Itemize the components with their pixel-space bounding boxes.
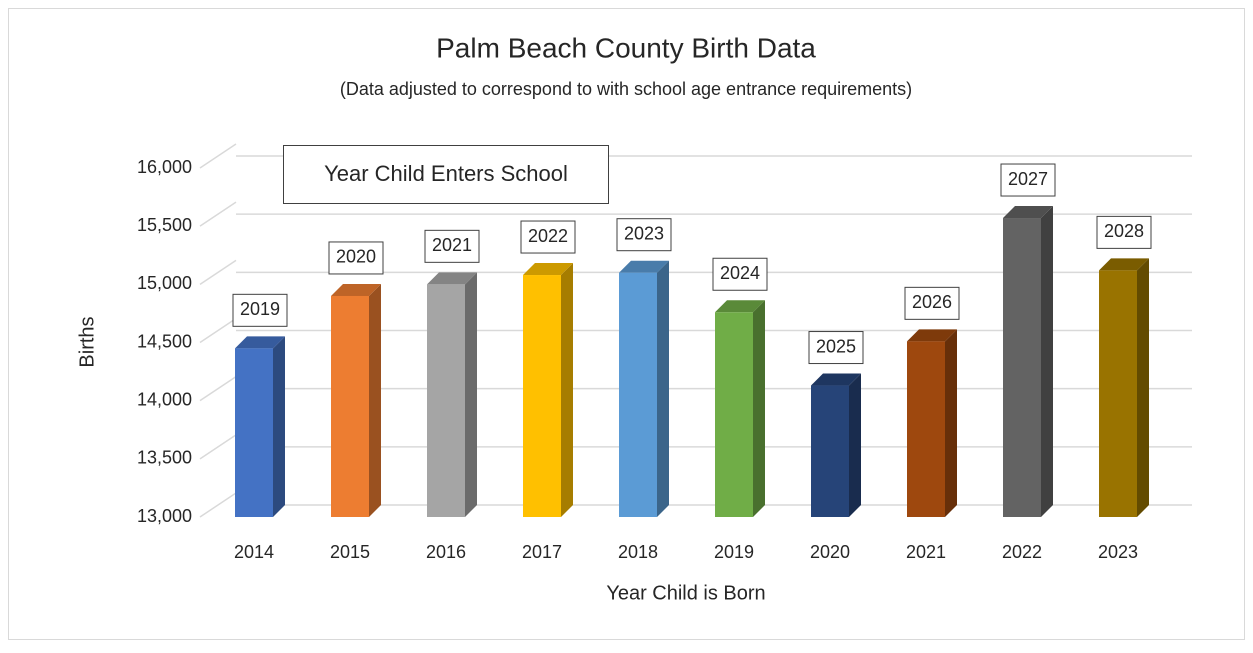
x-tick-label: 2023 (1098, 542, 1138, 562)
y-axis-label: Births (76, 316, 98, 367)
x-tick-label: 2021 (906, 542, 946, 562)
grid-line (199, 434, 237, 460)
y-tick-label: 14,500 (137, 331, 192, 351)
x-tick-label: 2016 (426, 542, 466, 562)
y-tick-label: 15,500 (137, 215, 192, 235)
data-label-box (712, 257, 768, 291)
bar-top (523, 263, 573, 276)
bar-side (561, 263, 573, 517)
data-label: 2027 (1008, 169, 1048, 189)
bar (715, 312, 753, 517)
data-label-box (520, 220, 576, 254)
data-label-box (616, 218, 672, 252)
bar-side (657, 260, 669, 517)
bar-top (619, 260, 669, 273)
data-label-box (232, 293, 288, 327)
data-label-box (904, 286, 960, 320)
data-label: 2028 (1104, 221, 1144, 241)
grid-line (199, 492, 237, 518)
bar (523, 275, 561, 517)
x-tick-label: 2022 (1002, 542, 1042, 562)
data-label: 2024 (720, 263, 760, 283)
bar-top (235, 336, 285, 349)
grid-line (199, 143, 237, 169)
x-tick-label: 2017 (522, 542, 562, 562)
bar (427, 284, 465, 517)
bar-side (465, 272, 477, 517)
y-tick-label: 13,000 (137, 506, 192, 526)
grid-line (199, 317, 237, 344)
data-label: 2023 (624, 223, 664, 243)
chart-title: Palm Beach County Birth Data (436, 32, 816, 63)
data-label: 2025 (816, 336, 856, 356)
x-tick-label: 2015 (330, 542, 370, 562)
bar (235, 348, 273, 517)
bar-side (849, 373, 861, 517)
bar-side (273, 336, 285, 517)
data-label: 2022 (528, 226, 568, 246)
legend-box (283, 145, 609, 204)
y-tick-label: 14,000 (137, 389, 192, 409)
data-label: 2020 (336, 247, 376, 267)
y-tick-label: 15,000 (137, 273, 192, 293)
bar (1099, 270, 1137, 517)
data-label: 2021 (432, 235, 472, 255)
data-label: 2026 (912, 292, 952, 312)
bar-top (715, 300, 765, 313)
y-tick-label: 13,500 (137, 448, 192, 468)
bar-top (427, 272, 477, 285)
bar-top (907, 329, 957, 342)
bar-top (811, 373, 861, 386)
bar-top (1099, 258, 1149, 271)
data-label-box (424, 229, 480, 263)
bar (811, 385, 849, 517)
chart-subtitle: (Data adjusted to correspond to with sch… (340, 79, 912, 99)
x-tick-label: 2014 (234, 542, 274, 562)
bar (1003, 218, 1041, 518)
bar-top (1003, 206, 1053, 219)
y-tick-label: 16,000 (137, 157, 192, 177)
bar (331, 295, 369, 517)
x-axis-label: Year Child is Born (606, 582, 765, 604)
x-tick-label: 2019 (714, 542, 754, 562)
data-label-box (328, 241, 384, 275)
bar-side (753, 300, 765, 517)
bar-top (331, 283, 381, 296)
bar (619, 272, 657, 517)
bar-side (945, 329, 957, 517)
data-label: 2019 (240, 299, 280, 319)
grid-line (199, 376, 237, 402)
bar-side (1041, 206, 1053, 518)
annotation: Year Child Enters School (324, 161, 568, 186)
bar-side (1137, 258, 1149, 517)
x-tick-label: 2018 (618, 542, 658, 562)
x-tick-label: 2020 (810, 542, 850, 562)
bar (907, 341, 945, 517)
grid-line (199, 201, 237, 227)
bar-side (369, 283, 381, 517)
grid-line (199, 259, 237, 285)
data-label-box (808, 331, 864, 365)
data-label-box (1096, 215, 1152, 249)
data-label-box (1000, 163, 1056, 197)
